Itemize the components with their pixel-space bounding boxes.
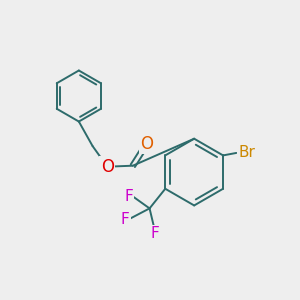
Text: O: O	[101, 158, 114, 176]
Text: F: F	[121, 212, 129, 227]
Text: Br: Br	[239, 146, 256, 160]
Text: F: F	[150, 226, 159, 242]
Text: F: F	[124, 189, 133, 204]
Text: O: O	[140, 135, 153, 153]
